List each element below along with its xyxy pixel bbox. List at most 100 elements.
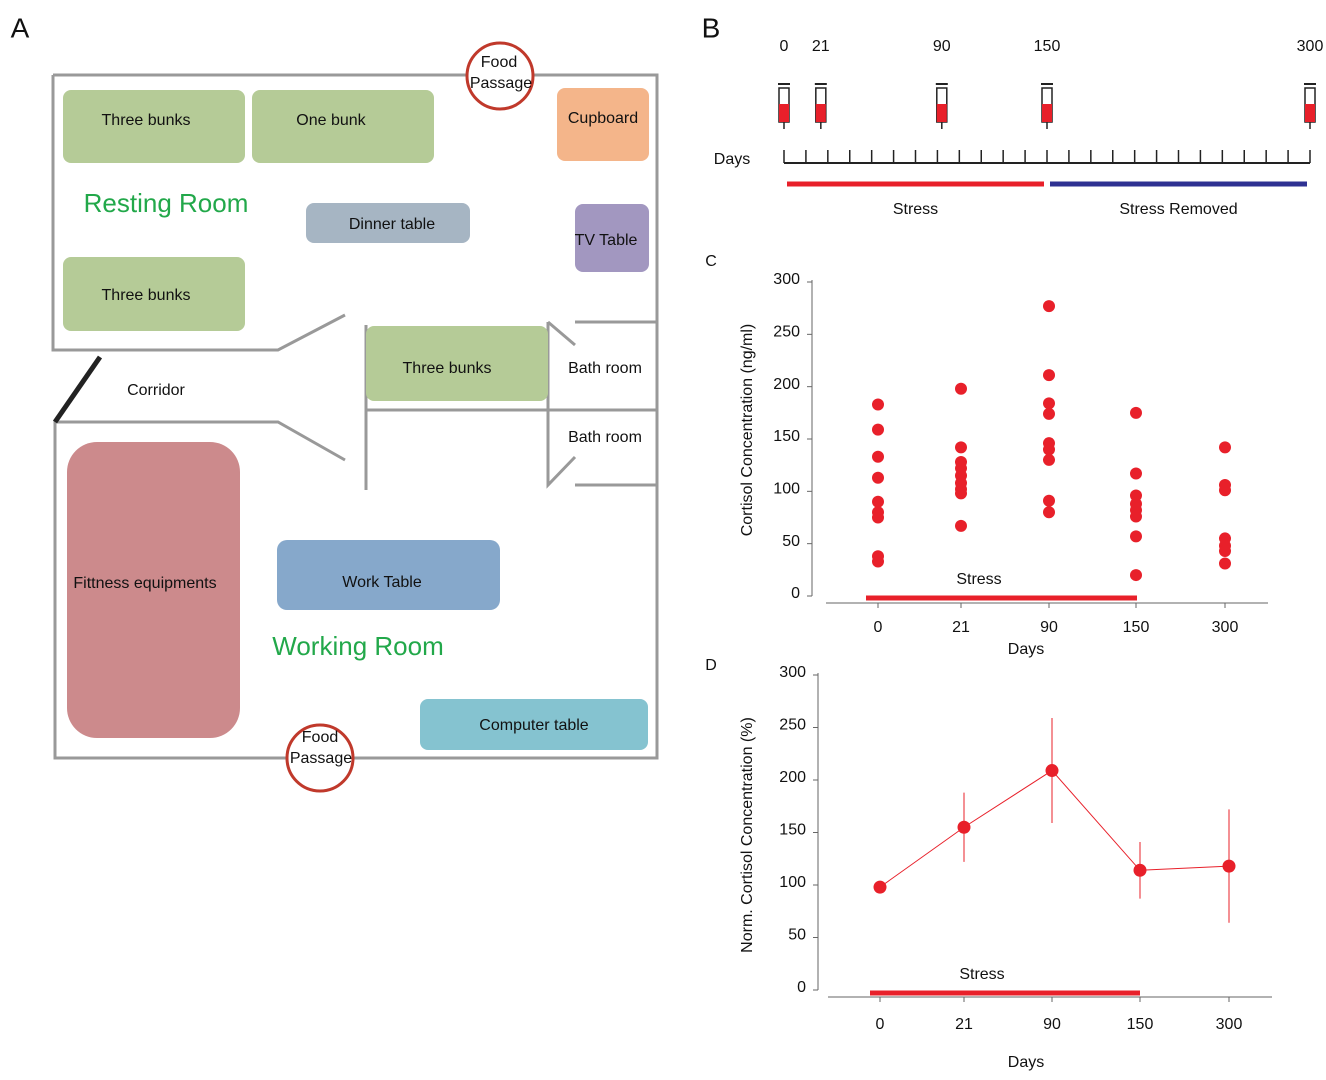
sample-day-label: 150 — [1034, 38, 1061, 55]
room-label: Three bunks — [102, 287, 191, 304]
panel-label: B — [702, 12, 721, 43]
x-axis-title: Days — [1008, 641, 1044, 658]
data-point — [955, 382, 967, 395]
food-passage — [465, 41, 535, 111]
sample-day-label: 0 — [780, 38, 789, 55]
x-tick-label: 300 — [1212, 619, 1239, 636]
room — [366, 326, 548, 401]
room — [557, 88, 649, 161]
panel-label: A — [11, 12, 30, 43]
y-tick-label: 300 — [773, 271, 800, 288]
x-tick-label: 150 — [1127, 1016, 1154, 1033]
data-point — [955, 441, 967, 454]
syringe-blood — [815, 104, 826, 122]
y-tick-label: 250 — [773, 324, 800, 341]
data-point — [1222, 859, 1236, 873]
syringe-blood — [1042, 104, 1052, 122]
sample-day-label: 21 — [812, 38, 830, 55]
data-point — [1130, 530, 1142, 543]
x-tick-label: 21 — [952, 619, 970, 636]
y-axis-title: Cortisol Concentration (ng/ml) — [739, 324, 756, 537]
room — [277, 540, 500, 610]
wall — [353, 73, 659, 760]
data-point — [1130, 569, 1142, 582]
rooms: Three bunks One bunk Cupboard Dinner tab… — [63, 88, 649, 750]
y-tick-label: 0 — [791, 585, 800, 602]
phase-label: Stress — [893, 201, 938, 218]
data-point — [872, 423, 884, 436]
room-label: One bunk — [296, 112, 366, 129]
y-axis-title: Norm. Cortisol Concentration (%) — [739, 717, 756, 953]
y-tick-label: 100 — [773, 481, 800, 498]
area-label: Bath room — [568, 429, 642, 446]
room — [252, 90, 434, 163]
room — [306, 203, 470, 243]
phase-label: Stress Removed — [1119, 201, 1237, 218]
data-point — [872, 471, 884, 484]
room-label: Fittness equipments — [73, 575, 216, 592]
wall — [51, 75, 346, 352]
room — [63, 90, 245, 163]
data-point — [1219, 484, 1231, 497]
y-tick-label: 150 — [779, 822, 806, 839]
door — [52, 355, 103, 424]
data-point — [872, 398, 884, 411]
syringe — [814, 83, 827, 129]
data-point — [1219, 544, 1231, 557]
stress-label: Stress — [956, 571, 1001, 588]
food-passage-label: Passage — [290, 750, 352, 767]
data-point — [1043, 300, 1055, 313]
room — [63, 257, 245, 331]
x-tick-label: 90 — [1040, 619, 1058, 636]
syringe — [1304, 83, 1316, 129]
sample-day-label: 300 — [1297, 38, 1324, 55]
data-point — [1043, 506, 1055, 519]
area-label: Resting Room — [84, 188, 249, 218]
y-tick-label: 0 — [797, 979, 806, 996]
data-point — [1043, 443, 1055, 456]
wall — [546, 322, 577, 489]
data-point — [1133, 863, 1147, 877]
panel-label: D — [705, 657, 717, 674]
y-tick-label: 200 — [773, 376, 800, 393]
food-passage-label: Passage — [470, 75, 532, 92]
syringe — [935, 83, 948, 129]
food-passage-label: Food — [481, 54, 517, 71]
data-point — [1043, 407, 1055, 420]
food-passage — [285, 723, 355, 793]
x-axis-title: Days — [1008, 1054, 1044, 1071]
data-point — [955, 487, 967, 500]
room-label: Three bunks — [102, 112, 191, 129]
room-label: Three bunks — [403, 360, 492, 377]
data-point — [873, 880, 887, 894]
y-tick-label: 150 — [773, 428, 800, 445]
data-point — [872, 555, 884, 568]
syringe-blood — [1305, 104, 1315, 122]
x-tick-label: 0 — [874, 619, 883, 636]
area-label: Bath room — [568, 360, 642, 377]
syringe — [1041, 83, 1053, 129]
y-tick-label: 50 — [782, 533, 800, 550]
panel-label: C — [705, 253, 717, 270]
syringe — [778, 83, 790, 129]
data-point — [1130, 467, 1142, 480]
data-line — [879, 769, 1230, 888]
data-point — [1130, 406, 1142, 419]
x-tick-label: 0 — [876, 1016, 885, 1033]
stress-label: Stress — [959, 966, 1004, 983]
x-tick-label: 300 — [1216, 1016, 1243, 1033]
y-tick-label: 100 — [779, 874, 806, 891]
data-point — [1130, 489, 1142, 502]
y-tick-label: 50 — [788, 927, 806, 944]
wall — [547, 320, 576, 347]
y-tick-label: 250 — [779, 717, 806, 734]
room — [67, 442, 240, 738]
walls — [51, 73, 659, 760]
room-label: TV Table — [575, 232, 638, 249]
timeline-axis-label: Days — [714, 151, 750, 168]
data-point — [872, 450, 884, 463]
data-point — [1043, 453, 1055, 466]
room — [575, 204, 649, 272]
food-passage-label: Food — [302, 729, 338, 746]
